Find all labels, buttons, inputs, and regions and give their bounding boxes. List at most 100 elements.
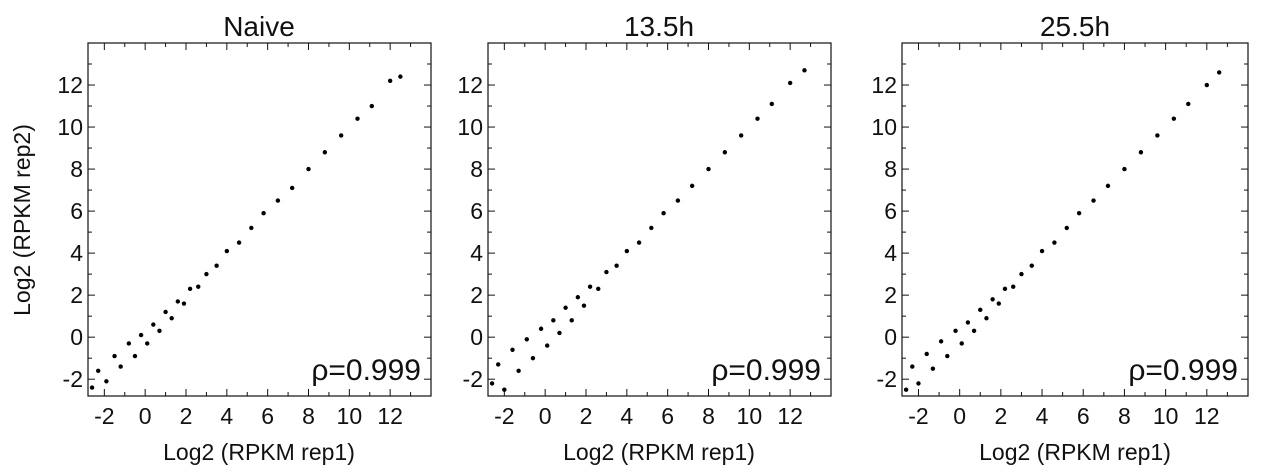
data-point: [903, 387, 909, 392]
data-point: [175, 299, 181, 304]
panel-13-5h: 13.5h -2 0 2 4 6 8 10 12 -2 0 2 4 6 8 10 12 ρ=0.999 Log…: [457, 11, 832, 465]
plot-frame: [901, 42, 1249, 397]
tick-group: -2 0 2 4 6 8 10 12 -2 0 2 4 6 8 10 12: [871, 42, 1249, 429]
data-point: [224, 248, 230, 254]
data-point: [569, 318, 574, 323]
data-point: [722, 150, 728, 155]
tick-group: -2 0 2 4 6 8 10 12 -2 0 2 4 6 8 10 12: [57, 42, 432, 429]
x-tick-label: 6: [1077, 403, 1090, 429]
y-tick-label: 2: [70, 282, 83, 308]
tick-group: -2 0 2 4 6 8 10 12 -2 0 2 4 6 8 10 12: [457, 42, 832, 429]
x-tick-label: 12: [777, 403, 803, 429]
data-point: [596, 286, 601, 292]
data-point: [163, 309, 168, 315]
x-tick-label: 0: [539, 403, 552, 429]
y-tick-label: 10: [457, 114, 483, 140]
data-point: [581, 303, 587, 308]
y-tick-label: 8: [884, 156, 897, 182]
data-point: [575, 295, 581, 300]
data-point: [649, 225, 654, 231]
data-point: [104, 379, 109, 384]
data-point: [489, 381, 495, 386]
data-point: [306, 166, 311, 172]
y-tick-label: 0: [70, 324, 83, 350]
data-point: [971, 328, 977, 334]
data-point: [769, 101, 774, 107]
x-axis-label: Log2 (RPKM rep1): [563, 439, 755, 465]
data-point: [587, 284, 593, 289]
data-point: [689, 183, 695, 189]
data-point: [984, 316, 989, 321]
data-point: [118, 364, 123, 369]
x-tick-label: -2: [94, 403, 114, 429]
y-tick-label: 2: [470, 282, 483, 308]
data-point: [675, 198, 681, 203]
data-point: [214, 263, 219, 268]
data-point: [916, 381, 921, 386]
correlation-annotation: ρ=0.999: [1128, 354, 1238, 387]
y-tick-label: 4: [70, 240, 83, 266]
y-tick-label: -2: [877, 366, 897, 392]
data-point: [930, 366, 936, 371]
y-tick-label: 0: [884, 324, 897, 350]
data-point: [706, 166, 711, 172]
x-tick-label: 10: [737, 403, 763, 429]
data-point: [604, 269, 609, 275]
y-tick-label: 6: [470, 198, 483, 224]
y-tick-label: 6: [70, 198, 83, 224]
data-point: [924, 351, 929, 357]
data-point: [1216, 70, 1222, 75]
data-point: [1052, 240, 1057, 245]
data-point: [563, 305, 568, 310]
x-tick-label: 6: [661, 403, 674, 429]
data-point: [636, 240, 642, 245]
y-tick-label: 4: [470, 240, 483, 266]
y-tick-label: 6: [884, 198, 897, 224]
data-point: [1091, 198, 1096, 203]
data-point: [1039, 248, 1045, 254]
plot-frame: [87, 42, 432, 397]
data-point: [1155, 133, 1160, 138]
data-point: [538, 326, 544, 331]
data-point: [959, 341, 964, 346]
data-point: [157, 328, 162, 334]
data-point: [181, 301, 187, 306]
plot-frame: [487, 42, 832, 397]
data-point: [204, 271, 209, 277]
data-point: [132, 353, 138, 359]
y-axis-label: Log2 (RPKM rep2): [9, 124, 35, 316]
data-point: [398, 74, 403, 79]
data-point: [1171, 116, 1177, 121]
x-tick-label: 8: [302, 403, 315, 429]
data-point: [510, 347, 515, 352]
x-tick-label: 4: [220, 403, 233, 429]
data-point: [502, 387, 507, 392]
x-tick-label: 6: [261, 403, 274, 429]
data-point: [126, 341, 132, 346]
x-tick-label: 10: [1153, 403, 1179, 429]
y-tick-label: 8: [470, 156, 483, 182]
data-point: [802, 68, 807, 73]
data-point: [1076, 210, 1082, 216]
panel-naive: Naive -2 0 2 4 6 8 10 12 -2 0 2 4 6 8 10 12 ρ=0.999 Log…: [9, 11, 432, 465]
x-tick-label: 10: [337, 403, 363, 429]
y-tick-label: -2: [63, 366, 83, 392]
data-point: [910, 364, 915, 369]
y-tick-label: 12: [57, 72, 83, 98]
data-point: [1138, 150, 1144, 155]
x-tick-label: 8: [1118, 403, 1131, 429]
data-point: [990, 297, 995, 302]
data-point: [151, 322, 156, 327]
data-point: [322, 150, 328, 155]
x-axis-label: Log2 (RPKM rep1): [163, 439, 355, 465]
point-group: [903, 70, 1222, 392]
data-point: [1105, 183, 1111, 189]
x-tick-label: 8: [702, 403, 715, 429]
data-point: [249, 225, 254, 231]
data-point: [1064, 225, 1069, 231]
y-tick-label: 0: [470, 324, 483, 350]
data-point: [938, 339, 944, 344]
x-tick-label: 0: [139, 403, 152, 429]
panel-title: 13.5h: [624, 11, 694, 42]
data-point: [965, 320, 971, 325]
